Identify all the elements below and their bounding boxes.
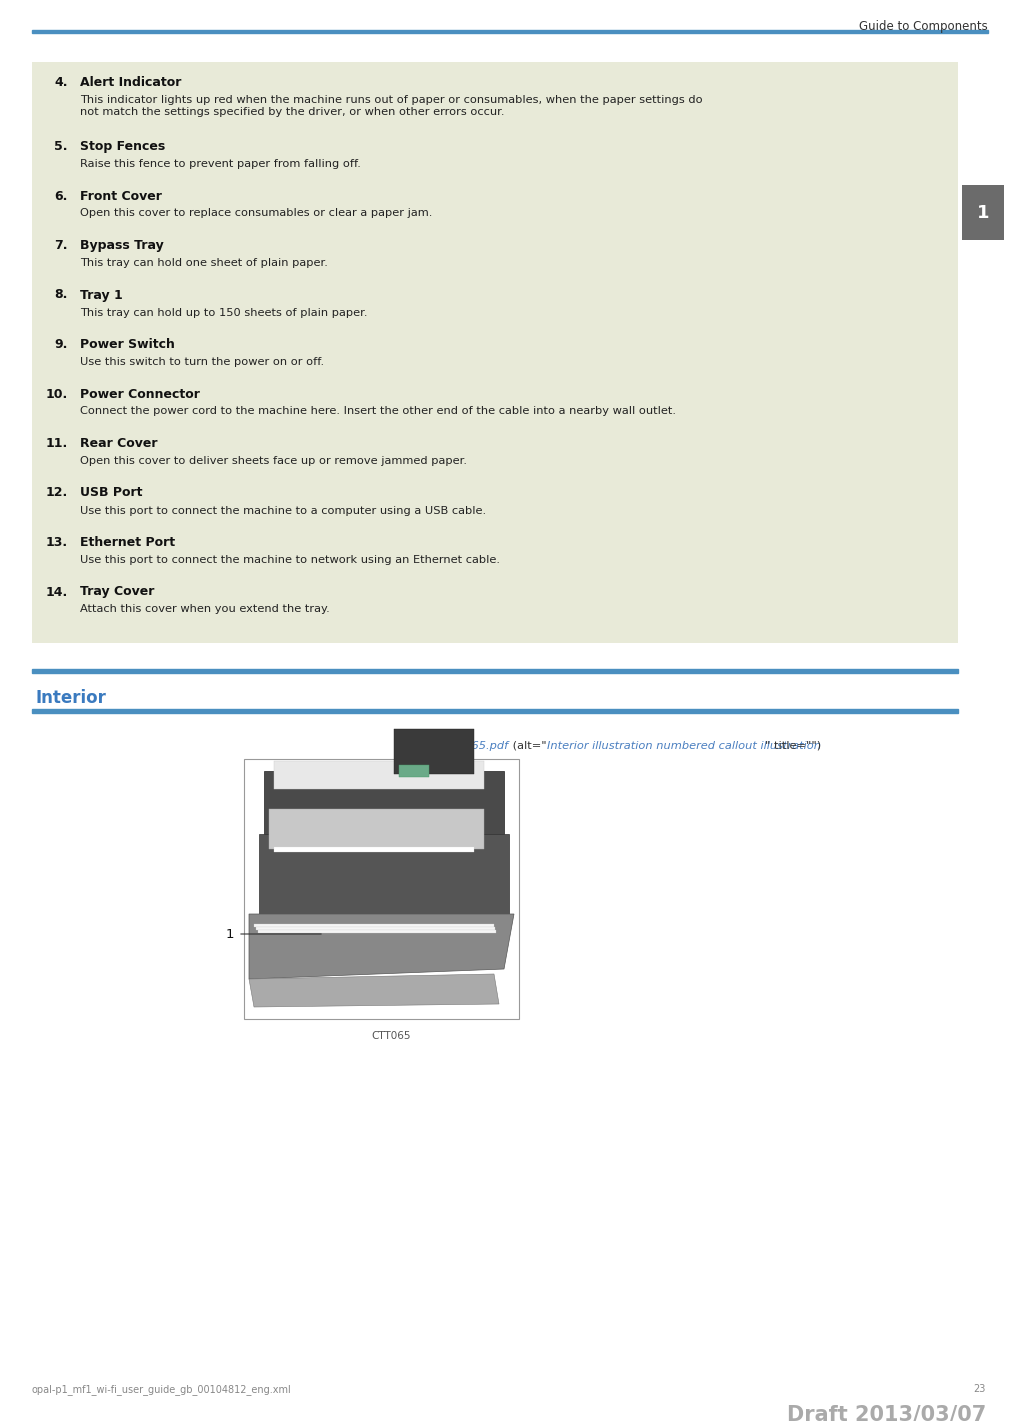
Text: 10.: 10.	[46, 388, 68, 401]
Text: Raise this fence to prevent paper from falling off.: Raise this fence to prevent paper from f…	[80, 159, 360, 169]
Text: This tray can hold one sheet of plain paper.: This tray can hold one sheet of plain pa…	[80, 259, 328, 269]
Polygon shape	[249, 973, 499, 1007]
Bar	[269, 809, 484, 848]
Polygon shape	[254, 924, 494, 926]
Bar	[32, 669, 958, 674]
Text: 6.: 6.	[55, 189, 68, 203]
Text: Open this cover to deliver sheets face up or remove jammed paper.: Open this cover to deliver sheets face u…	[80, 456, 467, 466]
Text: Stop Fences: Stop Fences	[80, 141, 165, 153]
Polygon shape	[258, 929, 496, 934]
Text: 9.: 9.	[55, 338, 68, 351]
Text: 23: 23	[973, 1384, 986, 1394]
Text: Use this switch to turn the power on or off.: Use this switch to turn the power on or …	[80, 357, 324, 367]
Text: 1: 1	[976, 203, 989, 222]
Text: Attach this cover when you extend the tray.: Attach this cover when you extend the tr…	[80, 604, 330, 614]
Text: Open this cover to replace consumables or clear a paper jam.: Open this cover to replace consumables o…	[80, 209, 433, 219]
Text: Interior illustration numbered callout illustration: Interior illustration numbered callout i…	[547, 740, 821, 752]
Text: 7.: 7.	[55, 239, 68, 252]
Bar	[32, 63, 958, 642]
Bar	[962, 185, 1004, 240]
Text: Interior: Interior	[36, 689, 107, 708]
Text: 14.: 14.	[46, 585, 68, 598]
Polygon shape	[264, 772, 504, 834]
Bar	[32, 30, 988, 33]
Text: 5.: 5.	[55, 141, 68, 153]
Bar	[274, 847, 474, 853]
Text: 13.: 13.	[46, 536, 68, 549]
Bar	[274, 762, 484, 789]
Text: Front Cover: Front Cover	[80, 189, 162, 203]
Text: Tray Cover: Tray Cover	[80, 585, 155, 598]
Text: " title=""): " title="")	[765, 740, 822, 752]
Bar	[244, 759, 519, 1019]
Bar	[399, 764, 429, 777]
Text: 11.: 11.	[46, 438, 68, 450]
Text: 12.: 12.	[46, 486, 68, 500]
Text: This indicator lights up red when the machine runs out of paper or consumables, : This indicator lights up red when the ma…	[80, 95, 702, 117]
Text: Ethernet Port: Ethernet Port	[80, 536, 175, 549]
Text: opal-p1_mf1_wi-fi_user_guide_gb_00104812_eng.xml: opal-p1_mf1_wi-fi_user_guide_gb_00104812…	[32, 1384, 292, 1395]
Text: Power Switch: Power Switch	[80, 338, 175, 351]
Text: Draft 2013/03/07: Draft 2013/03/07	[787, 1405, 986, 1421]
Bar	[32, 709, 958, 713]
Text: Guide to Components: Guide to Components	[859, 20, 988, 33]
Text: Rear Cover: Rear Cover	[80, 438, 158, 450]
Text: 8.: 8.	[55, 288, 68, 301]
Text: Power Connector: Power Connector	[80, 388, 200, 401]
Text: (alt=": (alt="	[509, 740, 547, 752]
Text: Use this port to connect the machine to a computer using a USB cable.: Use this port to connect the machine to …	[80, 506, 487, 516]
Text: 1: 1	[226, 928, 234, 941]
Text: CTT065: CTT065	[372, 1032, 411, 1042]
Text: Use this port to connect the machine to network using an Ethernet cable.: Use this port to connect the machine to …	[80, 556, 500, 566]
Text: 4.: 4.	[55, 75, 68, 90]
Text: Connect the power cord to the machine here. Insert the other end of the cable in: Connect the power cord to the machine he…	[80, 406, 676, 416]
Bar	[394, 729, 474, 774]
Polygon shape	[259, 834, 509, 914]
Text: Bypass Tray: Bypass Tray	[80, 239, 164, 252]
Text: USB Port: USB Port	[80, 486, 143, 500]
Text: ctt065.pdf: ctt065.pdf	[450, 740, 509, 752]
Polygon shape	[249, 914, 514, 979]
Polygon shape	[256, 926, 495, 929]
Text: Tray 1: Tray 1	[80, 288, 123, 301]
Text: Alert Indicator: Alert Indicator	[80, 75, 181, 90]
Text: This tray can hold up to 150 sheets of plain paper.: This tray can hold up to 150 sheets of p…	[80, 307, 367, 317]
